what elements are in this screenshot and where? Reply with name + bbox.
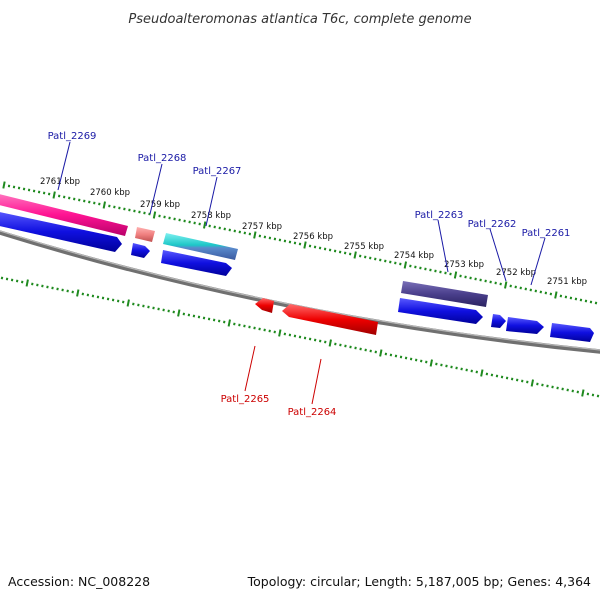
tick-label-2755: 2755 kbp: [344, 242, 384, 252]
accession-label: Accession: NC_008228: [8, 574, 150, 589]
tick-track-bottom: [0, 276, 600, 398]
gene-labels: Patl_2269 Patl_2268 Patl_2267 Patl_2263 …: [48, 131, 571, 418]
tick-major: [453, 271, 458, 279]
leader-patl-2263: [437, 219, 449, 273]
tick-major: [403, 261, 408, 269]
leader-patl-2267: [205, 176, 218, 227]
tick-label-2757: 2757 kbp: [242, 222, 282, 232]
gene-arrow-forward-6[interactable]: [506, 317, 544, 334]
gene-label-patl-2269[interactable]: Patl_2269: [48, 131, 97, 142]
tick-label-2753: 2753 kbp: [444, 260, 484, 270]
tick-label-2756: 2756 kbp: [293, 232, 333, 242]
leader-patl-2265: [244, 345, 256, 392]
tick-major: [581, 389, 585, 397]
genome-backbone-highlight: [0, 230, 600, 351]
gene-arrow-reverse-patl-2264[interactable]: [282, 304, 378, 335]
tick-label-2752: 2752 kbp: [496, 268, 536, 278]
gene-label-patl-2268[interactable]: Patl_2268: [138, 153, 187, 164]
gene-feature-slate[interactable]: [401, 281, 488, 307]
tick-major: [303, 241, 307, 249]
tick-major: [102, 201, 107, 209]
tick-label-2751: 2751 kbp: [547, 277, 587, 287]
tick-label-2760: 2760 kbp: [90, 188, 130, 198]
gene-arrow-forward-3[interactable]: [161, 250, 232, 276]
tick-major: [52, 191, 56, 199]
topology-label: Topology: circular; Length: 5,187,005 bp…: [247, 574, 591, 589]
gene-arrow-forward-4[interactable]: [398, 298, 483, 324]
tick-major: [152, 211, 157, 219]
tick-major: [480, 369, 484, 377]
leader-patl-2262: [489, 228, 507, 282]
gene-label-patl-2261[interactable]: Patl_2261: [522, 228, 571, 239]
tick-major: [504, 281, 508, 289]
tick-major: [530, 379, 535, 387]
tick-major: [278, 329, 282, 337]
leader-patl-2264: [311, 358, 322, 405]
tick-major: [203, 221, 207, 229]
genome-backbone: [0, 230, 600, 354]
gene-label-patl-2264[interactable]: Patl_2264: [288, 407, 337, 418]
tick-major: [328, 339, 332, 347]
tick-label-2758: 2758 kbp: [191, 211, 231, 221]
gene-arrow-forward-2[interactable]: [131, 243, 150, 258]
tick-major: [429, 359, 433, 367]
tick-major: [126, 299, 130, 307]
gene-arrow-forward-7[interactable]: [550, 323, 594, 342]
gene-label-patl-2267[interactable]: Patl_2267: [193, 166, 242, 177]
tick-major: [25, 279, 29, 287]
tick-track-top: [2, 181, 598, 305]
tick-major: [2, 181, 6, 189]
gene-label-patl-2262[interactable]: Patl_2262: [468, 219, 517, 230]
gene-label-patl-2265[interactable]: Patl_2265: [221, 394, 270, 405]
tick-major: [76, 289, 80, 297]
tick-major: [253, 231, 257, 239]
leader-patl-2269: [57, 141, 71, 191]
tick-label-2759: 2759 kbp: [140, 200, 180, 210]
leader-patl-2261: [530, 237, 546, 286]
gene-feature-magenta[interactable]: [0, 193, 128, 236]
gene-arrow-forward-1[interactable]: [0, 211, 122, 252]
gene-label-patl-2263[interactable]: Patl_2263: [415, 210, 464, 221]
tick-major: [353, 251, 357, 259]
gene-leader-lines: [57, 141, 546, 405]
tick-major: [177, 309, 181, 317]
tick-major: [554, 291, 558, 299]
gene-feature-salmon[interactable]: [135, 227, 155, 242]
gene-arrow-forward-5[interactable]: [491, 314, 506, 328]
genome-title: Pseudoalteromonas atlantica T6c, complet…: [128, 12, 471, 27]
gene-feature-cyan[interactable]: [163, 233, 238, 260]
leader-patl-2268: [149, 163, 163, 215]
tick-label-2754: 2754 kbp: [394, 251, 434, 261]
tick-major: [379, 349, 383, 357]
gene-arrow-reverse-patl-2265[interactable]: [255, 298, 274, 313]
tick-major: [227, 319, 231, 327]
